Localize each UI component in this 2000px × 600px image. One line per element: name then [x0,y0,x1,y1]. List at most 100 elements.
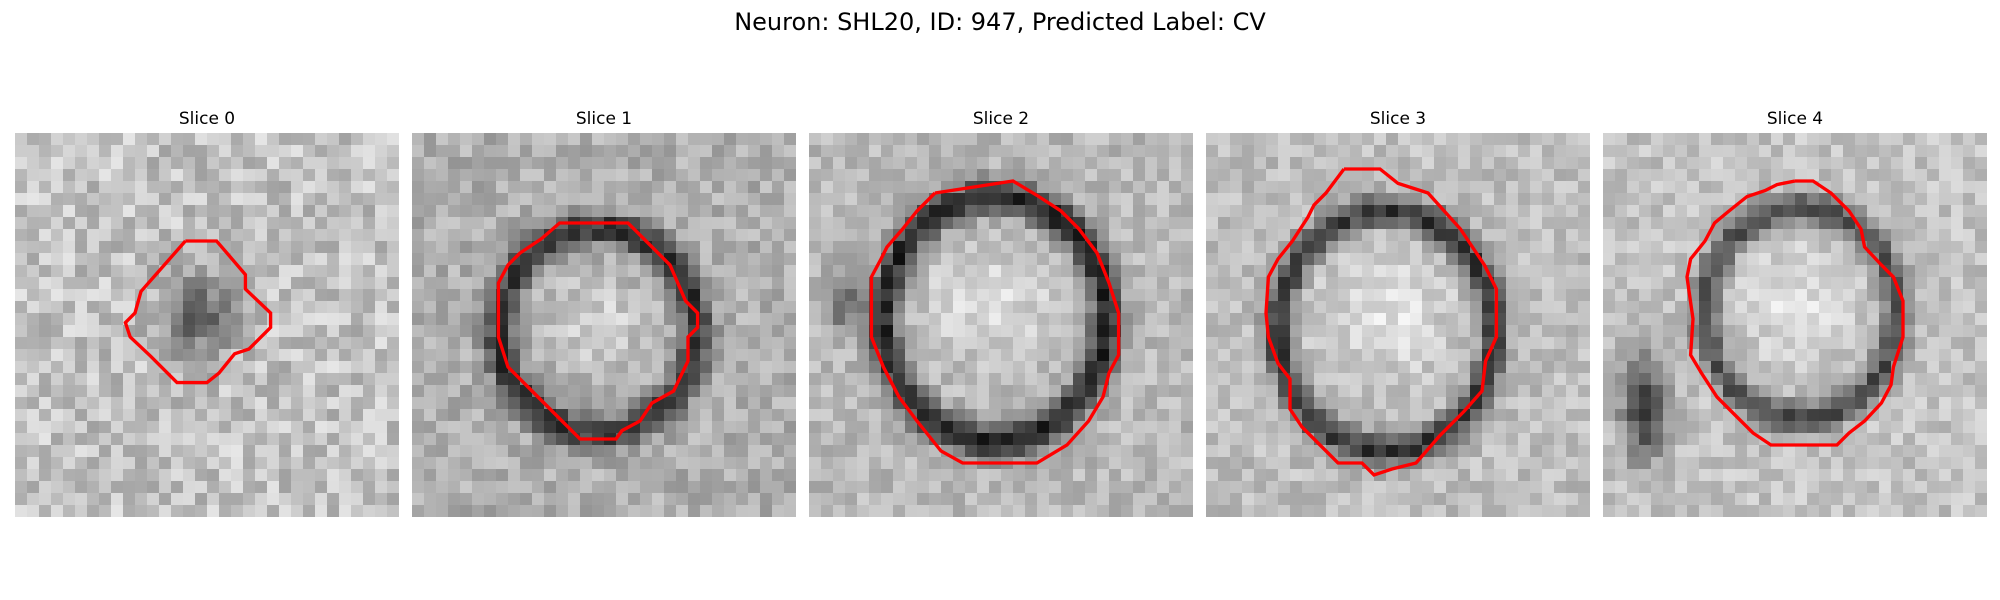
pixel [51,313,64,326]
pixel [1783,349,1796,362]
pixel [1975,385,1987,398]
pixel [147,289,160,302]
pixel [1085,349,1098,362]
pixel [857,409,870,422]
pixel [1951,241,1964,254]
pixel [664,457,677,470]
pixel [1747,445,1760,458]
pixel [1482,325,1495,338]
pixel [123,217,136,230]
pixel [1049,409,1062,422]
pixel [748,433,761,446]
pixel [724,277,737,290]
pixel [1398,481,1411,494]
pixel [1278,421,1291,434]
pixel [748,145,761,158]
pixel [195,289,208,302]
pixel [1434,229,1447,242]
pixel [1506,313,1519,326]
pixel [748,169,761,182]
pixel [1915,433,1928,446]
pixel [1843,325,1856,338]
pixel [291,277,304,290]
pixel [712,253,725,266]
pixel [664,205,677,218]
pixel [568,181,581,194]
pixel [1699,397,1712,410]
pixel [147,157,160,170]
pixel [1302,301,1315,314]
pixel [544,193,557,206]
pixel [1181,145,1193,158]
pixel [1422,145,1435,158]
pixel [436,505,449,517]
pixel [544,349,557,362]
pixel [845,421,858,434]
pixel [279,277,292,290]
pixel [1350,349,1363,362]
pixel [1963,337,1976,350]
pixel [989,145,1002,158]
pixel [123,145,136,158]
pixel [1867,193,1880,206]
pixel [1831,181,1844,194]
pixel [1831,301,1844,314]
pixel [51,349,64,362]
pixel [1603,253,1616,266]
pixel [351,277,364,290]
pixel [111,301,124,314]
pixel [544,481,557,494]
pixel [460,433,473,446]
pixel [1338,361,1351,374]
pixel [1807,385,1820,398]
pixel [1326,193,1339,206]
pixel [1278,457,1291,470]
pixel [532,433,545,446]
pixel [1518,337,1531,350]
pixel [1230,301,1243,314]
pixel [1025,145,1038,158]
pixel [917,133,930,146]
pixel [821,181,834,194]
pixel [1951,277,1964,290]
pixel [1867,301,1880,314]
pixel [207,397,220,410]
pixel [700,409,713,422]
pixel [291,433,304,446]
pixel [375,445,388,458]
pixel [1663,133,1676,146]
pixel [1494,253,1507,266]
pixel [1362,301,1375,314]
pixel [183,481,196,494]
pixel [1073,361,1086,374]
pixel [1699,457,1712,470]
pixel [1157,457,1170,470]
pixel [1975,421,1987,434]
pixel [1266,241,1279,254]
pixel [724,505,737,517]
pixel [989,433,1002,446]
pixel [532,421,545,434]
pixel [303,193,316,206]
pixel [893,133,906,146]
pixel [616,481,629,494]
pixel [1458,505,1471,517]
pixel [676,157,689,170]
pixel [604,157,617,170]
pixel [664,373,677,386]
pixel [929,253,942,266]
pixel [375,469,388,482]
pixel [1085,313,1098,326]
pixel [1374,181,1387,194]
pixel [869,133,882,146]
pixel [1001,193,1014,206]
pixel [412,181,425,194]
pixel [1326,421,1339,434]
pixel [1254,229,1267,242]
pixel [1145,421,1158,434]
pixel [1687,385,1700,398]
pixel [1855,385,1868,398]
pixel [351,457,364,470]
pixel [63,241,76,254]
pixel [315,421,328,434]
